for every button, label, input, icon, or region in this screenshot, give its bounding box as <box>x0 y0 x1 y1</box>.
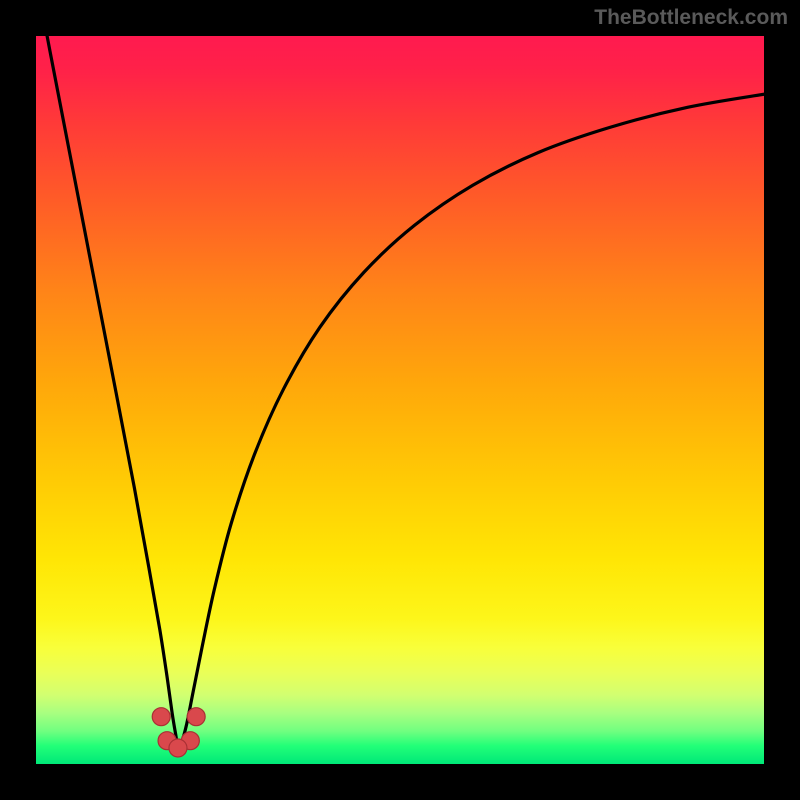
minimum-marker <box>187 708 205 726</box>
bottleneck-curve-chart <box>36 36 764 764</box>
watermark-text: TheBottleneck.com <box>594 6 788 30</box>
minimum-marker <box>169 739 187 757</box>
minimum-marker <box>152 708 170 726</box>
plot-area <box>36 36 764 764</box>
bottleneck-curve <box>36 36 764 746</box>
